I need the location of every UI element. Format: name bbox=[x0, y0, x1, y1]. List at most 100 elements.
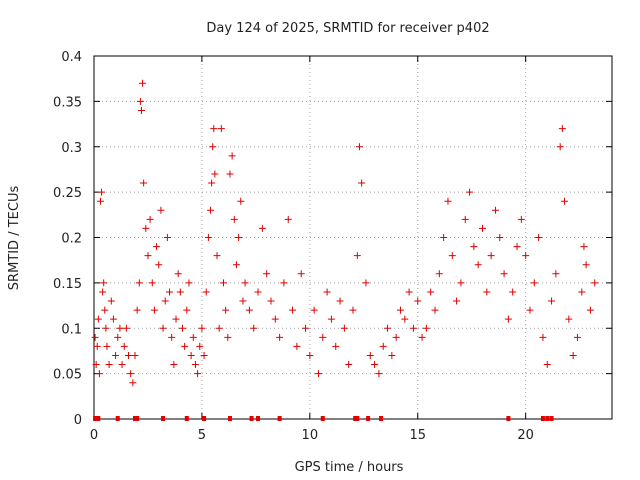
data-point bbox=[409, 324, 417, 332]
axis-ticks: 0 0.05 0.1 0.15 0.2 0.25 0.3 0.35 0.4 0 5 10 15 20 bbox=[53, 50, 612, 443]
data-point bbox=[241, 279, 249, 287]
data-point bbox=[582, 261, 590, 269]
data-point bbox=[379, 342, 387, 350]
data-point bbox=[170, 361, 178, 369]
data-point bbox=[392, 333, 400, 341]
zero-marker bbox=[545, 416, 550, 421]
data-point bbox=[327, 315, 335, 323]
data-point bbox=[345, 361, 353, 369]
data-point bbox=[211, 170, 219, 178]
data-point bbox=[196, 342, 204, 350]
data-point bbox=[100, 279, 108, 287]
data-point bbox=[208, 179, 216, 187]
data-point bbox=[168, 333, 176, 341]
data-point bbox=[355, 143, 363, 151]
data-point bbox=[526, 306, 534, 314]
data-point bbox=[293, 342, 301, 350]
x-tick-label: 10 bbox=[302, 428, 319, 443]
zero-marker bbox=[379, 416, 384, 421]
data-point bbox=[166, 288, 174, 296]
data-point bbox=[176, 288, 184, 296]
zero-marker bbox=[133, 416, 138, 421]
data-point bbox=[276, 333, 284, 341]
zero-marker bbox=[96, 416, 101, 421]
data-point bbox=[388, 351, 396, 359]
data-point bbox=[466, 188, 474, 196]
data-point bbox=[539, 333, 547, 341]
data-point bbox=[217, 125, 225, 133]
data-point bbox=[125, 351, 133, 359]
data-point bbox=[565, 315, 573, 323]
y-tick-label: 0.25 bbox=[53, 186, 82, 201]
data-point bbox=[144, 252, 152, 260]
data-point bbox=[543, 361, 551, 369]
data-point bbox=[479, 224, 486, 232]
data-point bbox=[105, 361, 113, 369]
data-point bbox=[129, 379, 137, 387]
data-point bbox=[487, 252, 495, 260]
data-point bbox=[384, 324, 392, 332]
data-point bbox=[200, 351, 208, 359]
data-point bbox=[474, 261, 482, 269]
data-point bbox=[99, 288, 107, 296]
data-point bbox=[230, 215, 238, 223]
data-point bbox=[414, 297, 422, 305]
data-point bbox=[95, 370, 103, 378]
data-point bbox=[101, 306, 109, 314]
zero-marker bbox=[540, 416, 545, 421]
data-point bbox=[586, 306, 594, 314]
zero-marker bbox=[506, 416, 511, 421]
data-point bbox=[461, 215, 469, 223]
data-point bbox=[491, 206, 499, 214]
data-point bbox=[314, 370, 322, 378]
data-point bbox=[289, 306, 297, 314]
data-point bbox=[271, 315, 279, 323]
data-point bbox=[103, 342, 111, 350]
zero-marker bbox=[94, 416, 99, 421]
data-point bbox=[440, 234, 448, 241]
zero-marker bbox=[353, 416, 358, 421]
data-point bbox=[258, 224, 266, 232]
data-point bbox=[332, 342, 340, 350]
data-point bbox=[500, 270, 508, 278]
data-point bbox=[535, 234, 543, 241]
data-point bbox=[109, 315, 117, 323]
data-point bbox=[150, 306, 158, 314]
data-point bbox=[353, 252, 361, 260]
data-point bbox=[183, 306, 191, 314]
data-point bbox=[159, 324, 167, 332]
data-point bbox=[323, 288, 331, 296]
data-point bbox=[210, 125, 218, 133]
y-tick-label: 0.3 bbox=[61, 141, 82, 156]
data-point bbox=[548, 297, 556, 305]
data-point bbox=[558, 125, 566, 133]
data-point bbox=[517, 215, 525, 223]
data-point bbox=[250, 324, 258, 332]
data-point bbox=[280, 279, 288, 287]
data-point bbox=[349, 306, 357, 314]
data-point bbox=[444, 197, 452, 205]
x-axis-label: GPS time / hours bbox=[295, 460, 404, 475]
zero-marker bbox=[355, 416, 360, 421]
data-point bbox=[362, 279, 370, 287]
x-tick-label: 15 bbox=[409, 428, 426, 443]
data-point bbox=[267, 297, 275, 305]
zero-marker bbox=[256, 416, 261, 421]
data-point bbox=[136, 97, 144, 105]
data-point bbox=[107, 297, 115, 305]
data-point bbox=[371, 361, 379, 369]
data-point bbox=[522, 252, 530, 260]
data-point bbox=[122, 324, 130, 332]
data-point bbox=[310, 306, 318, 314]
x-tick-label: 20 bbox=[517, 428, 534, 443]
zero-marker bbox=[202, 416, 207, 421]
chart-title: Day 124 of 2025, SRMTID for receiver p40… bbox=[206, 21, 489, 36]
x-tick-label: 0 bbox=[90, 428, 98, 443]
zero-marker bbox=[184, 416, 189, 421]
data-point bbox=[157, 206, 165, 214]
data-point bbox=[232, 261, 240, 269]
data-point bbox=[573, 333, 581, 341]
data-point bbox=[284, 215, 292, 223]
data-point bbox=[254, 288, 262, 296]
data-point bbox=[120, 342, 128, 350]
